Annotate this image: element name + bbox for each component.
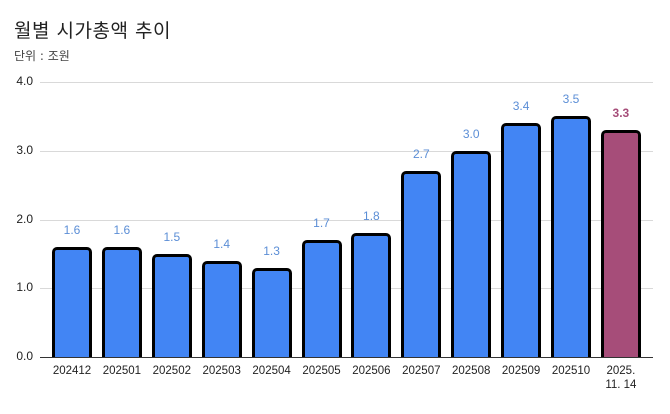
bar-highlight xyxy=(600,130,641,357)
gridline xyxy=(40,82,653,83)
chart-title: 월별 시가총액 추이 xyxy=(14,20,171,42)
unit-label: 단위 : 조원 xyxy=(14,49,70,63)
bar xyxy=(101,247,142,357)
bar xyxy=(351,233,392,357)
x-tick-label: 202510 xyxy=(551,365,591,377)
value-label: 1.5 xyxy=(163,229,181,244)
x-tick-label: 202501 xyxy=(102,365,142,377)
x-tick-label: 2025. 11. 14 xyxy=(605,365,637,391)
bar xyxy=(401,171,442,357)
gridline xyxy=(40,288,653,290)
value-label: 1.4 xyxy=(213,236,231,251)
x-tick-label: 202507 xyxy=(402,365,441,377)
value-label: 3.0 xyxy=(462,126,480,141)
value-label: 1.3 xyxy=(263,243,280,258)
x-tick-label: 202506 xyxy=(352,365,391,377)
bar xyxy=(501,123,542,357)
x-tick-label: 202504 xyxy=(252,365,291,377)
value-label: 2.7 xyxy=(412,147,430,162)
y-tick-label: 3.0 xyxy=(16,142,33,157)
bar xyxy=(201,260,242,357)
value-label: 1.6 xyxy=(113,223,131,237)
bar xyxy=(52,247,92,357)
y-tick-label: 4.0 xyxy=(16,74,33,88)
bar xyxy=(551,116,591,357)
y-tick-label: 1.0 xyxy=(16,280,33,295)
x-tick-label: 202505 xyxy=(302,365,341,377)
x-tick-label: 202412 xyxy=(52,365,92,377)
value-label: 1.7 xyxy=(313,216,330,231)
y-tick-label: 2.0 xyxy=(16,211,33,226)
bar xyxy=(301,240,342,357)
bar xyxy=(451,150,492,357)
y-tick-label: 0.0 xyxy=(16,349,33,363)
value-label: 3.5 xyxy=(562,92,580,107)
x-tick-label: 202502 xyxy=(152,365,191,377)
bar xyxy=(251,267,292,357)
value-label: 1.6 xyxy=(63,223,81,237)
x-axis-line xyxy=(40,357,653,358)
x-tick-label: 202508 xyxy=(452,365,491,377)
bar xyxy=(151,253,192,357)
x-tick-label: 202503 xyxy=(202,365,241,377)
value-label: 3.4 xyxy=(512,99,530,114)
x-tick-label: 202509 xyxy=(501,365,541,377)
gridline xyxy=(40,219,653,221)
value-label: 3.3 xyxy=(612,106,630,121)
value-label: 1.8 xyxy=(363,209,380,224)
gridline xyxy=(40,150,653,152)
